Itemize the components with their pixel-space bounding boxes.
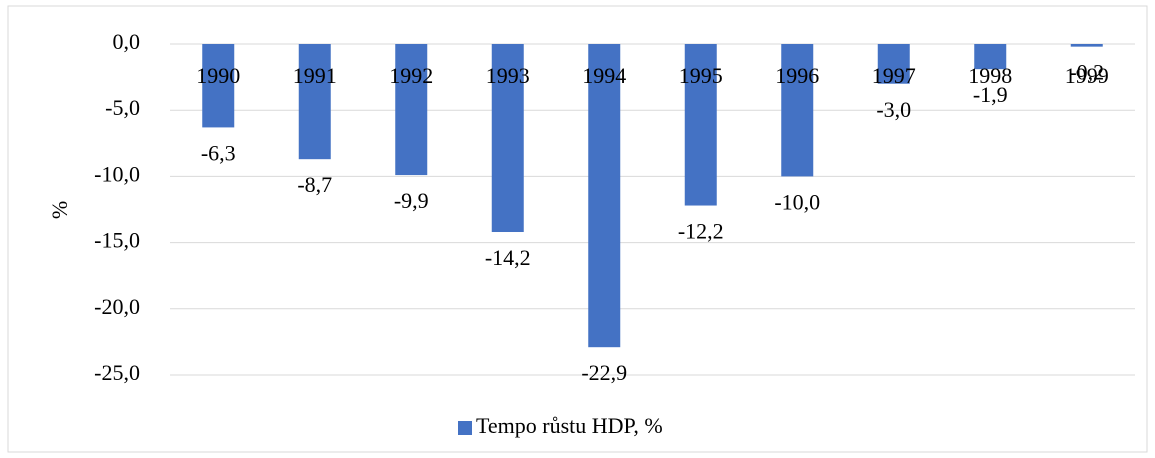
chart: % 0,0 -5,0 -10,0 -15,0 -20,0 -25,0 -6,3 -8,7 -9,… [0, 0, 1155, 458]
x-tick-label: 1995 [679, 63, 723, 88]
legend-swatch [458, 421, 472, 435]
y-tick-label: 0,0 [113, 29, 141, 54]
y-tick-label: -10,0 [94, 161, 140, 186]
x-tick-label: 1993 [486, 63, 530, 88]
y-tick-label: -25,0 [94, 360, 140, 385]
x-tick-label: 1998 [968, 63, 1012, 88]
x-tick-label: 1996 [775, 63, 819, 88]
y-tick-label: -20,0 [94, 294, 140, 319]
data-label: -9,9 [394, 188, 429, 213]
legend-label: Tempo růstu HDP, % [476, 413, 663, 438]
data-label: -14,2 [485, 245, 531, 270]
data-label: -12,2 [678, 219, 724, 244]
x-tick-label: 1994 [582, 63, 626, 88]
data-label: -3,0 [876, 97, 911, 122]
x-tick-label: 1992 [389, 63, 433, 88]
data-label: -22,9 [581, 360, 627, 385]
data-label: -8,7 [297, 172, 332, 197]
data-label: -6,3 [201, 140, 236, 165]
x-tick-label: 1990 [196, 63, 240, 88]
y-axis-title: % [47, 201, 72, 219]
page: % 0,0 -5,0 -10,0 -15,0 -20,0 -25,0 -6,3 -8,7 -9,… [0, 0, 1155, 458]
y-tick-label: -5,0 [105, 95, 140, 120]
bar [588, 44, 620, 347]
bar [299, 44, 331, 159]
x-tick-label: 1997 [872, 63, 916, 88]
data-label: -10,0 [774, 189, 820, 214]
x-tick-label: 1991 [293, 63, 337, 88]
x-tick-label: 1999 [1065, 63, 1109, 88]
y-tick-label: -15,0 [94, 228, 140, 253]
bar [1071, 44, 1103, 47]
